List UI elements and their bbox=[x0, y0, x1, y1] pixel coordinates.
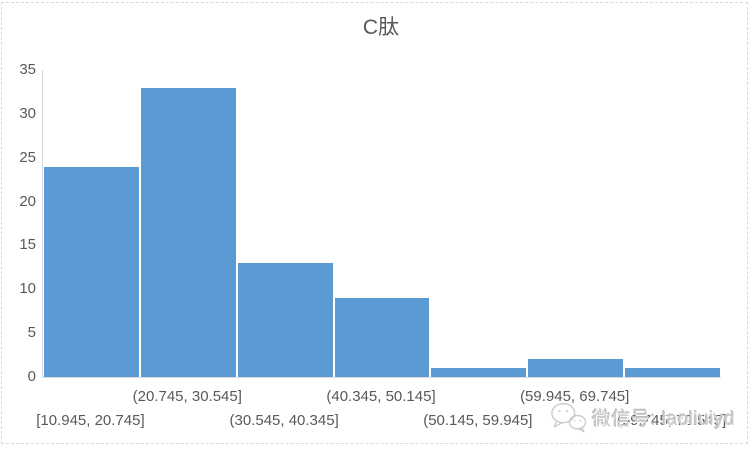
x-axis-tick-label: [10.945, 20.745] bbox=[36, 412, 145, 429]
histogram-bar bbox=[333, 298, 431, 377]
y-axis-tick-label: 30 bbox=[19, 104, 36, 122]
histogram-bar bbox=[624, 368, 721, 377]
y-axis-tick-label: 35 bbox=[19, 61, 36, 78]
x-axis-tick-label: (20.745, 30.545] bbox=[132, 388, 242, 405]
histogram-bar bbox=[236, 262, 334, 377]
x-axis-tick-label: (30.545, 40.345] bbox=[229, 412, 339, 429]
x-axis-tick-label: (40.345, 50.145] bbox=[326, 388, 436, 405]
y-axis-tick-label: 5 bbox=[27, 324, 36, 342]
chart-title: C肽 bbox=[362, 16, 400, 39]
y-axis-tick-label: 0 bbox=[27, 368, 36, 385]
histogram-bar bbox=[430, 368, 528, 377]
plot-area bbox=[42, 70, 721, 378]
histogram-bar bbox=[139, 87, 237, 377]
y-axis-tick-label: 10 bbox=[19, 280, 36, 298]
histogram-bar bbox=[43, 166, 140, 377]
x-axis-tick-label: (50.145, 59.945] bbox=[423, 412, 533, 429]
y-axis-tick-label: 25 bbox=[19, 148, 36, 166]
histogram-bar bbox=[527, 359, 625, 377]
x-axis-tick-label: (69.745, 79.545] bbox=[616, 412, 727, 429]
x-axis-tick-label: (59.945, 69.745] bbox=[520, 388, 630, 405]
y-axis-tick-label: 20 bbox=[19, 192, 36, 210]
y-axis-tick-label: 15 bbox=[19, 236, 36, 254]
